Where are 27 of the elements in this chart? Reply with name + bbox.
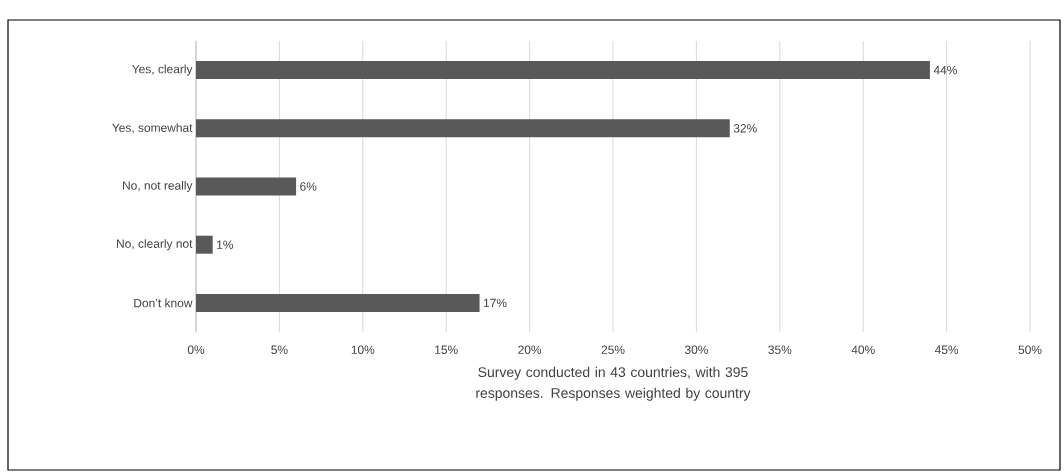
x-tick-label: 25% [601,345,625,354]
x-tick-label: 10% [351,345,375,354]
x-axis-title: Survey conducted in 43 countries, with 395 responses. Responses weighted by country [476,366,751,401]
x-tick-label: 0% [187,345,205,354]
x-tick-label: 5% [271,345,288,354]
y-tick-label: Yes, clearly [132,64,193,76]
data-label: 17% [483,298,507,308]
x-tick-label: 50% [1018,345,1042,354]
x-tick-label: 35% [768,345,792,354]
bar [196,119,730,138]
bar [196,235,213,254]
x-tick-label: 20% [518,345,542,354]
y-tick-label: Yes, somewhat [112,123,193,134]
y-tick-label: No, clearly not [117,239,193,251]
x-tick-label: 40% [851,345,875,354]
x-tick-label: 30% [684,345,708,354]
bar [196,177,297,196]
bar [196,61,930,80]
x-tick-label: 45% [934,345,959,354]
data-label: 6% [300,182,317,191]
y-tick-label: No, not really [123,180,193,193]
data-label: 32% [733,124,757,133]
data-label: 1% [217,240,234,249]
x-tick-label: 15% [435,345,458,354]
y-tick-label: Don’t know [134,298,193,308]
bar [196,293,480,312]
data-label: 44% [933,65,957,75]
